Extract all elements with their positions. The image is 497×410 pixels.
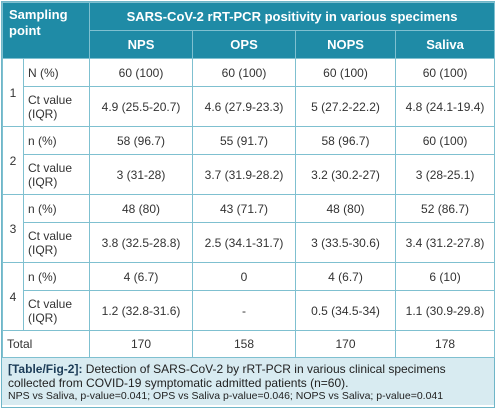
table-row: Ct value (IQR) 3.8 (32.5-28.8) 2.5 (34.1…	[3, 222, 496, 263]
cell-value: 60 (100)	[89, 58, 194, 87]
cell-value: 1.2 (32.8-31.6)	[89, 290, 194, 331]
cell-value: 0.5 (34.5-34)	[295, 290, 397, 331]
cell-value: 3 (31-28)	[89, 154, 194, 195]
sampling-point-number: 1	[2, 58, 24, 127]
sampling-point-header: Sampling point	[1, 2, 91, 59]
column-header-nps: NPS	[89, 30, 194, 59]
caption-text: Detection of SARS-CoV-2 by rRT-PCR in va…	[8, 362, 446, 390]
cell-value: 55 (91.7)	[192, 126, 297, 155]
cell-value: -	[192, 290, 297, 331]
cell-value: 3.2 (30.2-27)	[295, 154, 397, 195]
total-value: 178	[395, 330, 496, 358]
cell-value: 5 (27.2-22.2)	[295, 86, 397, 127]
table-row: Ct value (IQR) 1.2 (32.8-31.6) - 0.5 (34…	[3, 290, 496, 331]
cell-value: 48 (80)	[295, 194, 397, 223]
caption-note: NPS vs Saliva, p-value=0.041; OPS vs Sal…	[8, 390, 444, 402]
cell-value: 60 (100)	[395, 58, 496, 87]
table-row: 1 N (%) 60 (100) 60 (100) 60 (100) 60 (1…	[2, 58, 496, 127]
cell-value: 1.1 (30.9-29.8)	[395, 290, 496, 331]
cell-value: 4.8 (24.1-19.4)	[395, 86, 496, 127]
cell-value: 60 (100)	[192, 58, 297, 87]
cell-value: 3.8 (32.5-28.8)	[89, 222, 194, 263]
row-label: Ct value (IQR)	[22, 86, 91, 127]
specimen-positivity-table: Sampling point SARS-CoV-2 rRT-PCR positi…	[1, 2, 496, 358]
caption-tag: [Table/Fig-2]:	[8, 362, 83, 376]
total-value: 170	[295, 330, 397, 358]
figure-caption: [Table/Fig-2]: Detection of SARS-CoV-2 b…	[2, 358, 494, 405]
cell-value: 52 (86.7)	[395, 194, 496, 223]
row-label: n (%)	[22, 262, 91, 291]
sampling-point-number: 2	[2, 126, 24, 195]
row-label: Ct value (IQR)	[22, 222, 91, 263]
table-row: 2 n (%) 58 (96.7) 55 (91.7) 58 (96.7) 60…	[2, 126, 496, 195]
row-label: Ct value (IQR)	[22, 290, 91, 331]
cell-value: 4.9 (25.5-20.7)	[89, 86, 194, 127]
cell-value: 60 (100)	[295, 58, 397, 87]
cell-value: 2.5 (34.1-31.7)	[192, 222, 297, 263]
cell-value: 58 (96.7)	[89, 126, 194, 155]
cell-value: 3 (28-25.1)	[395, 154, 496, 195]
cell-value: 6 (10)	[395, 262, 496, 291]
column-header-saliva: Saliva	[395, 30, 496, 59]
row-label: N (%)	[22, 58, 91, 87]
cell-value: 4.6 (27.9-23.3)	[192, 86, 297, 127]
row-label: n (%)	[22, 194, 91, 223]
cell-value: 58 (96.7)	[295, 126, 397, 155]
total-value: 170	[89, 330, 194, 358]
sampling-point-number: 3	[2, 194, 24, 263]
table-row: Ct value (IQR) 3 (31-28) 3.7 (31.9-28.2)…	[3, 154, 496, 195]
total-label: Total	[1, 330, 91, 358]
row-label: n (%)	[22, 126, 91, 155]
cell-value: 3 (33.5-30.6)	[295, 222, 397, 263]
total-value: 158	[192, 330, 297, 358]
cell-value: 43 (71.7)	[192, 194, 297, 223]
table-row: 3 n (%) 48 (80) 43 (71.7) 48 (80) 52 (86…	[2, 194, 496, 263]
column-header-nops: NOPS	[295, 30, 397, 59]
total-row: Total 170 158 170 178	[1, 330, 496, 358]
sampling-point-number: 4	[2, 262, 24, 331]
cell-value: 3.7 (31.9-28.2)	[192, 154, 297, 195]
column-header-ops: OPS	[192, 30, 297, 59]
cell-value: 0	[192, 262, 297, 291]
cell-value: 4 (6.7)	[89, 262, 194, 291]
cell-value: 60 (100)	[395, 126, 496, 155]
cell-value: 4 (6.7)	[295, 262, 397, 291]
row-label: Ct value (IQR)	[22, 154, 91, 195]
cell-value: 48 (80)	[89, 194, 194, 223]
table-row: 4 n (%) 4 (6.7) 0 4 (6.7) 6 (10)	[2, 262, 496, 331]
group-header: SARS-CoV-2 rRT-PCR positivity in various…	[89, 2, 496, 31]
cell-value: 3.4 (31.2-27.8)	[395, 222, 496, 263]
caption-main: [Table/Fig-2]: Detection of SARS-CoV-2 b…	[8, 362, 488, 390]
table-row: Ct value (IQR) 4.9 (25.5-20.7) 4.6 (27.9…	[3, 86, 496, 127]
